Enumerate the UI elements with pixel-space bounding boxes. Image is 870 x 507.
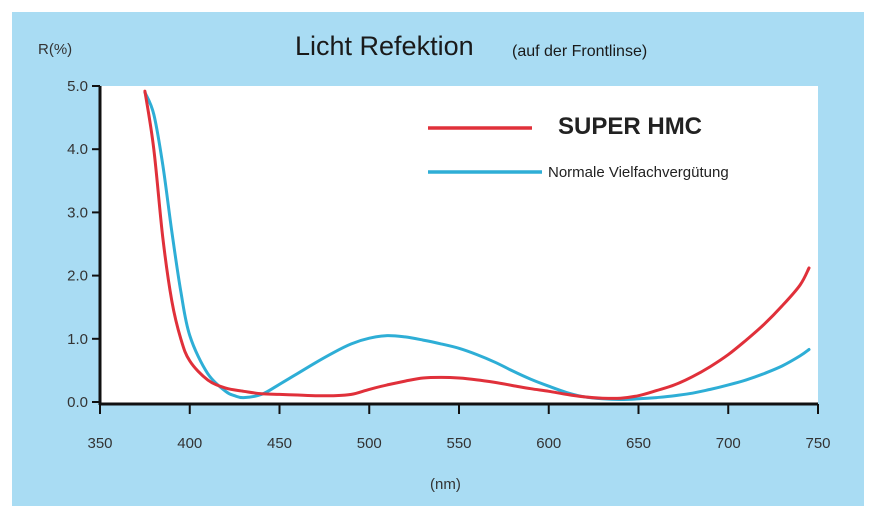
legend-label-super-hmc: SUPER HMC xyxy=(558,113,702,140)
legend-label-normale: Normale Vielfachvergütung xyxy=(548,164,729,181)
x-tick-label: 600 xyxy=(536,435,561,452)
series-line-normale xyxy=(143,90,811,401)
x-tick-label: 350 xyxy=(87,435,112,452)
y-tick-label: 1.0 xyxy=(67,331,88,348)
y-axis-label: R(%) xyxy=(38,41,72,58)
y-ticks: 0.0 1.0 2.0 3.0 4.0 5.0 xyxy=(67,78,100,411)
y-tick-label: 0.0 xyxy=(67,394,88,411)
series-line-super-hmc xyxy=(143,89,811,400)
x-tick-label: 400 xyxy=(177,435,202,452)
x-tick-label: 550 xyxy=(446,435,471,452)
y-tick-label: 3.0 xyxy=(67,204,88,221)
legend: SUPER HMC Normale Vielfachvergütung xyxy=(428,113,729,181)
x-tick-label: 450 xyxy=(267,435,292,452)
chart-subtitle: (auf der Frontlinse) xyxy=(512,43,647,60)
x-ticks: 350 400 450 500 550 600 650 700 750 xyxy=(87,404,831,452)
x-tick-label: 500 xyxy=(357,435,382,452)
series-lines xyxy=(143,89,811,401)
x-tick-label: 700 xyxy=(716,435,741,452)
plot-area xyxy=(100,86,818,404)
x-tick-label: 750 xyxy=(805,435,830,452)
chart-title: Licht Refektion xyxy=(295,31,474,61)
y-tick-label: 4.0 xyxy=(67,141,88,158)
y-tick-label: 2.0 xyxy=(67,268,88,285)
x-tick-label: 650 xyxy=(626,435,651,452)
x-axis-label: (nm) xyxy=(430,476,461,493)
y-tick-label: 5.0 xyxy=(67,78,88,95)
